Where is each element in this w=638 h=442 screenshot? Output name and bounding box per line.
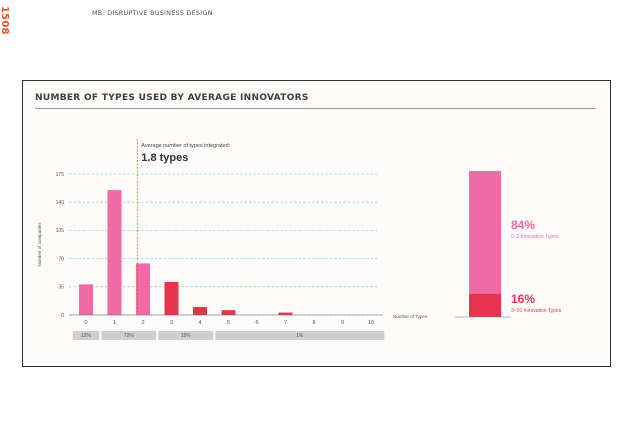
page-number: 1508 [0,6,14,46]
x-tick-label: 10 [368,320,374,326]
x-tick-label: 7 [284,320,287,326]
title-rule [35,108,596,109]
share-segment-2 [469,293,501,317]
band-bg [158,331,214,340]
share-value-2: 16% [511,292,535,306]
y-tick-label: 140 [56,200,65,206]
y-tick-label: 105 [56,228,65,234]
bar-2 [136,263,150,315]
y-tick-label: 0 [61,313,64,319]
bar-1 [107,190,122,315]
band-bg [72,331,100,340]
share-name-1: 0–2 Innovation Types [511,234,559,240]
page-number-text: 1508 [0,6,10,35]
x-tick-label: 5 [227,320,230,326]
band-label: 15% [181,333,192,339]
bar-5 [221,310,236,315]
band-label: 72% [124,333,135,339]
bar-4 [193,306,207,315]
x-tick-label: 0 [84,320,87,326]
share-segment-1 [469,171,501,294]
band-bg [101,331,157,340]
y-tick-label: 175 [56,172,65,178]
share-name-2: 3–10 Innovation Types [511,308,562,314]
x-tick-label: 3 [170,320,173,326]
x-tick-label: 9 [341,320,344,326]
running-header: MB: DISRUPTIVE BUSINESS DESIGN [92,9,213,17]
bar-3 [164,281,179,315]
band-label: 12% [81,333,92,339]
chart-canvas: Number of companies 0 35 70 105 140 175 0 1 2 3 4 5 6… [37,139,562,340]
average-value: 1.8 types [141,152,188,164]
x-tick-label: 6 [255,320,258,326]
y-axis-title: Number of companies [37,222,42,267]
band-label: 1% [296,333,304,339]
average-label: Average number of types integrated: [141,143,230,149]
y-tick-label: 70 [58,256,64,262]
figure-frame: NUMBER OF TYPES USED BY AVERAGE INNOVATO… [22,80,611,367]
x-tick-label: 4 [198,320,201,326]
y-tick-label: 35 [58,285,64,291]
share-value-1: 84% [511,218,535,232]
x-tick-label: 8 [312,320,315,326]
bar-0 [79,284,93,315]
x-tick-label: 1 [113,320,116,326]
bar-7 [278,312,293,315]
x-tick-label: 2 [141,320,144,326]
band-bg [215,331,385,340]
chart-title: NUMBER OF TYPES USED BY AVERAGE INNOVATO… [35,93,309,103]
x-axis-title: Number of Types [393,314,428,319]
